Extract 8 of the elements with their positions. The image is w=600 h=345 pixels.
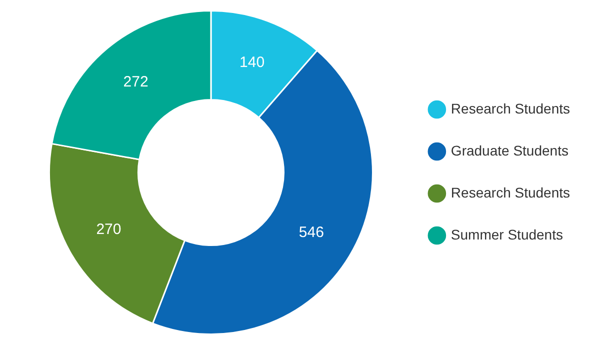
- data-label: 272: [123, 74, 148, 91]
- data-label: 140: [240, 54, 265, 71]
- legend-label: Research Students: [450, 100, 570, 116]
- legend-label: Graduate Students: [450, 142, 568, 158]
- legend-label: Summer Students: [450, 226, 563, 242]
- data-label: 546: [298, 224, 324, 242]
- legend-label: Research Students: [450, 184, 570, 200]
- data-label: 270: [96, 221, 122, 238]
